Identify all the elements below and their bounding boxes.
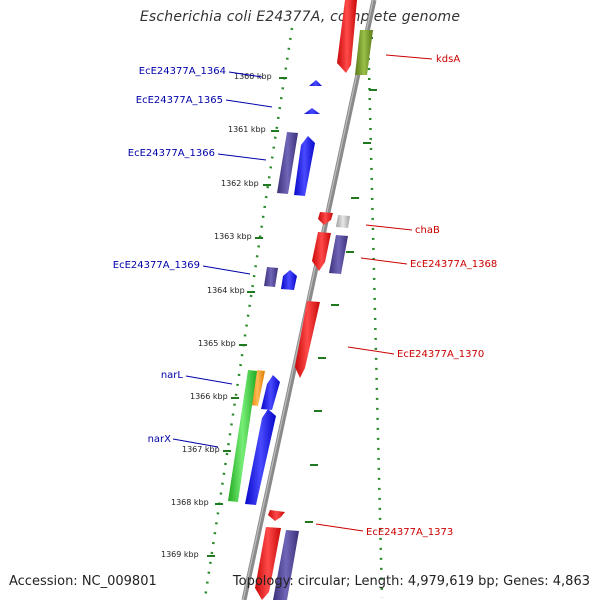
accession-text: Accession: NC_009801: [9, 574, 157, 589]
outer-tick-track: [366, 27, 384, 599]
gene-arrow-ece24377a-1373[interactable]: [255, 527, 281, 600]
kbp-label: 1366 kbp: [190, 392, 228, 401]
kbp-label: 1360 kbp: [234, 72, 272, 81]
gene-block-narx-green[interactable]: [228, 370, 257, 502]
genome-backbone: [241, 0, 377, 600]
gene-arrow-chab[interactable]: [318, 212, 333, 225]
forward-leader-lines: [172, 71, 273, 448]
gene-block-ece24377a-1369-shadow[interactable]: [264, 267, 278, 287]
kbp-label: 1365 kbp: [198, 339, 236, 348]
gene-label-narl[interactable]: narL: [161, 370, 184, 381]
gene-arrow-ece24377a-1364[interactable]: [309, 80, 322, 86]
map-title: Escherichia coli E24377A, complete genom…: [139, 9, 461, 25]
kbp-label: 1367 kbp: [182, 445, 220, 454]
gene-label-ece24377a-1368[interactable]: EcE24377A_1368: [410, 259, 497, 270]
gene-arrow-ece24377a-1368[interactable]: [312, 232, 331, 271]
kbp-label: 1362 kbp: [221, 179, 259, 188]
gene-block-chab-gray[interactable]: [336, 215, 350, 228]
gene-arrow-narx[interactable]: [245, 409, 276, 505]
kbp-label: 1361 kbp: [228, 125, 266, 134]
gene-arrow-ece24377a-1369[interactable]: [281, 270, 297, 290]
gene-label-ece24377a-1365[interactable]: EcE24377A_1365: [136, 95, 223, 106]
kbp-label: 1369 kbp: [161, 550, 199, 559]
gene-arrow-ece24377a-1373-small[interactable]: [268, 510, 285, 521]
gene-block-narl-orange[interactable]: [250, 370, 265, 406]
gene-label-kdsa[interactable]: kdsA: [436, 54, 460, 65]
kbp-label: 1363 kbp: [214, 232, 252, 241]
gene-block-kdsa-olive[interactable]: [355, 30, 373, 75]
gene-label-ece24377a-1364[interactable]: EcE24377A_1364: [139, 66, 226, 77]
gene-block-ece24377a-1366-shadow[interactable]: [277, 132, 298, 194]
gene-arrow-kdsa[interactable]: [337, 0, 357, 73]
gene-label-ece24377a-1370[interactable]: EcE24377A_1370: [397, 349, 484, 360]
kbp-label: 1364 kbp: [207, 286, 245, 295]
genome-summary-text: Topology: circular; Length: 4,979,619 bp…: [232, 574, 590, 589]
gene-arrow-narl[interactable]: [261, 375, 280, 410]
gene-label-ece24377a-1366[interactable]: EcE24377A_1366: [128, 148, 215, 159]
gene-arrow-ece24377a-1366[interactable]: [294, 136, 315, 196]
inner-major-ticks: [207, 77, 287, 557]
gene-block-ece24377a-1368-shadow[interactable]: [329, 235, 348, 274]
gene-label-ece24377a-1373[interactable]: EcE24377A_1373: [366, 527, 453, 538]
reverse-leader-lines: [315, 54, 433, 532]
gene-label-narx[interactable]: narX: [148, 434, 172, 445]
gene-block-ece24377a-1373-shadow[interactable]: [273, 530, 299, 600]
gene-label-chab[interactable]: chaB: [415, 225, 440, 236]
gene-arrow-ece24377a-1365[interactable]: [304, 108, 320, 114]
gene-label-ece24377a-1369[interactable]: EcE24377A_1369: [113, 260, 200, 271]
gene-arrow-ece24377a-1370[interactable]: [295, 301, 320, 378]
kbp-label: 1368 kbp: [171, 498, 209, 507]
